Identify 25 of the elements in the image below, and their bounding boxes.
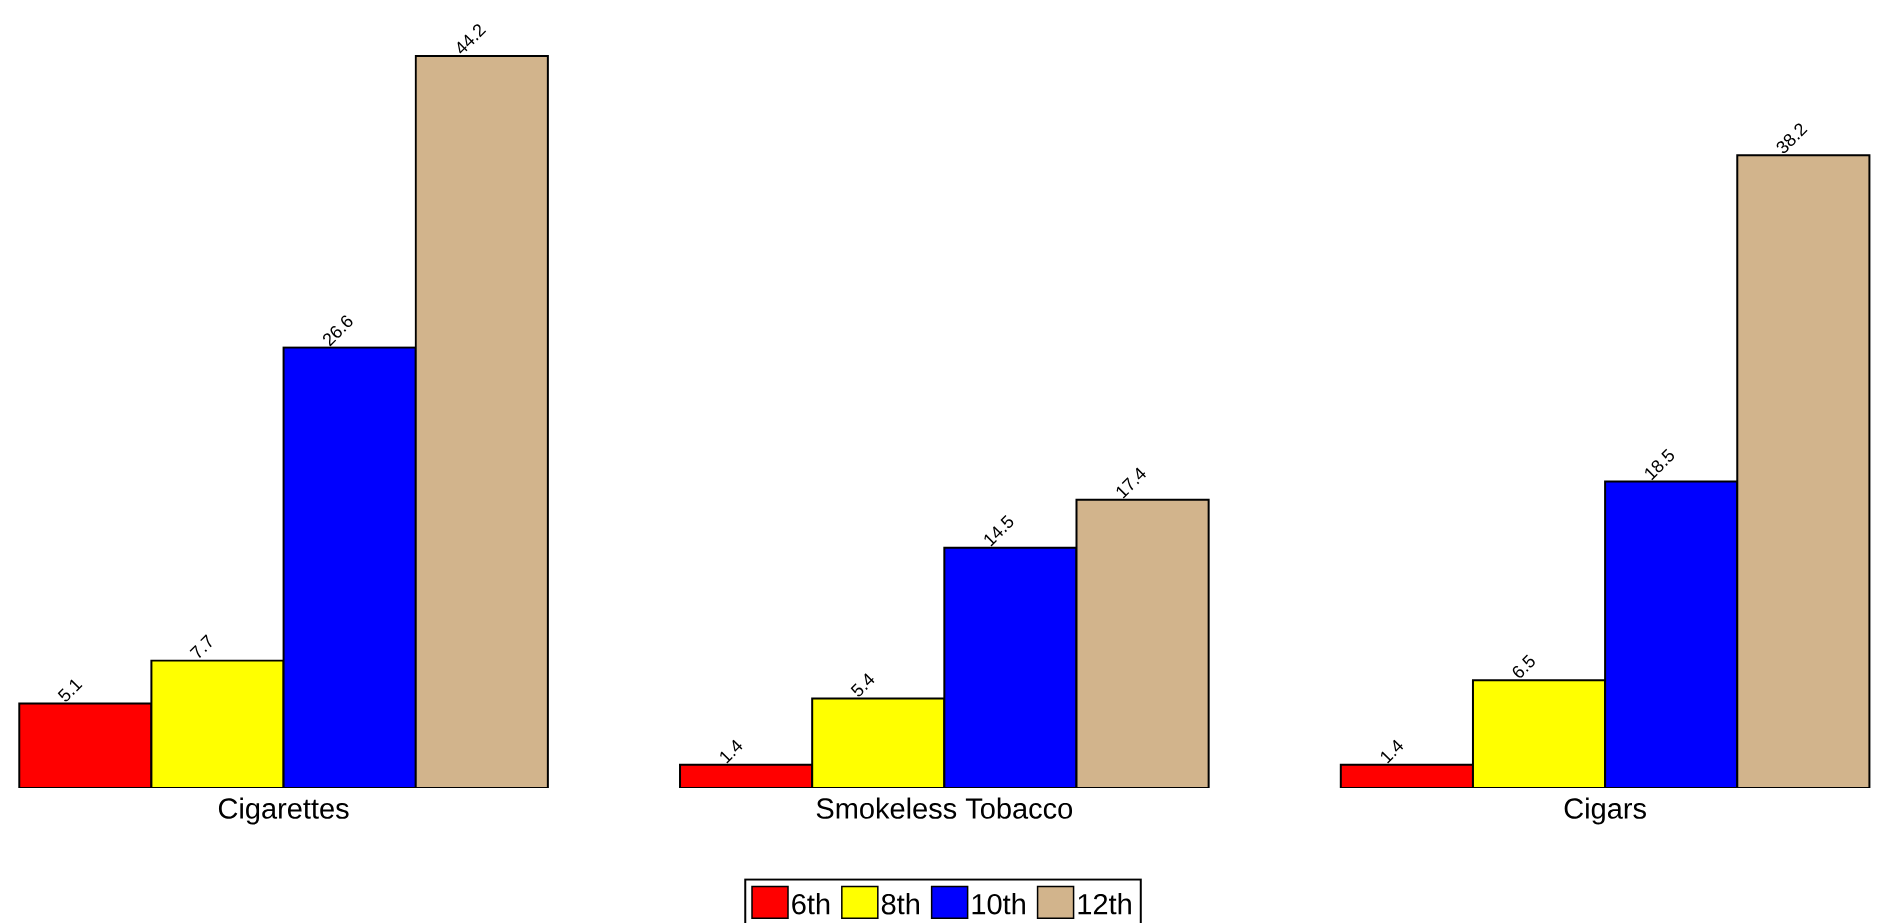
data-label: 1.4 — [1380, 739, 1404, 764]
x-tick-label: Cigarettes — [218, 797, 349, 825]
bar — [414, 54, 549, 788]
bar — [944, 547, 1077, 788]
bar — [1471, 679, 1607, 788]
bar — [1736, 154, 1871, 788]
legend-label: 12th — [1078, 893, 1131, 915]
legend-label: 10th — [972, 893, 1025, 915]
data-label: 5.1 — [57, 679, 83, 702]
data-label: 38.2 — [1776, 123, 1808, 154]
x-tick-label: Smokeless Tobacco — [816, 797, 1073, 819]
data-label: 6.5 — [1512, 654, 1535, 678]
x-tick-label: Cigars — [1564, 797, 1646, 825]
legend-label: 8th — [881, 893, 919, 915]
data-label: 44.2 — [457, 24, 487, 54]
data-label: 1.4 — [720, 739, 743, 764]
legend-label: 6th — [792, 893, 830, 915]
data-label: 5.4 — [850, 673, 875, 697]
bar — [282, 346, 417, 788]
bar — [150, 659, 285, 788]
bar — [1076, 499, 1209, 788]
bar — [18, 702, 153, 788]
bar — [812, 698, 945, 788]
data-label: 7.7 — [189, 634, 212, 658]
bar — [1604, 480, 1739, 788]
